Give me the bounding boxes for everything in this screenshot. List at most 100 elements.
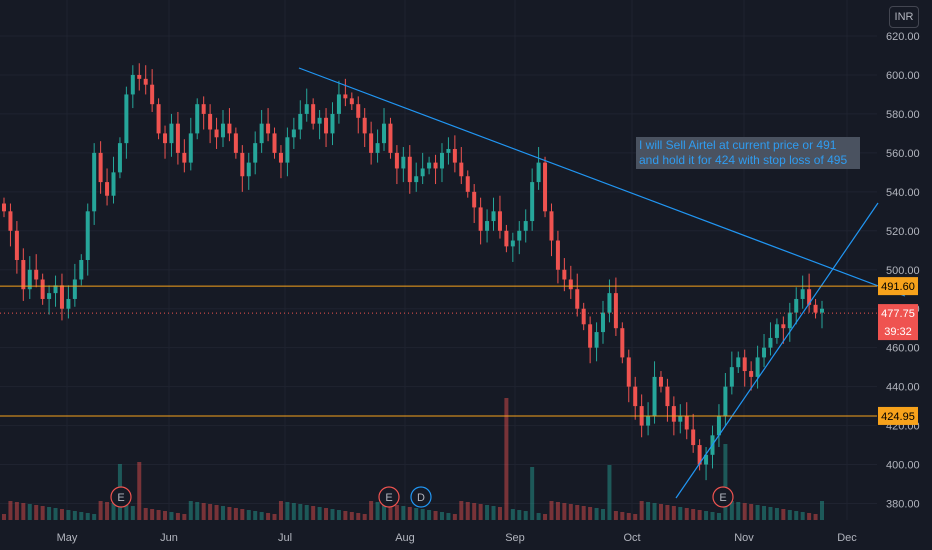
volume-bar bbox=[98, 501, 103, 520]
volume-bar bbox=[175, 513, 180, 520]
candle-body bbox=[762, 347, 767, 358]
event-marker-label: E bbox=[719, 492, 726, 504]
volume-bar bbox=[156, 510, 161, 520]
candle-body bbox=[510, 240, 515, 247]
candle-body bbox=[691, 429, 696, 446]
candle-body bbox=[633, 386, 638, 407]
volume-bar bbox=[433, 511, 438, 520]
event-marker bbox=[410, 486, 432, 508]
volume-bar bbox=[27, 504, 32, 520]
event-marker-label: E bbox=[117, 492, 124, 504]
volume-bar bbox=[336, 510, 341, 520]
candle-body bbox=[646, 415, 651, 426]
candle-body bbox=[150, 84, 155, 105]
volume-bar bbox=[581, 506, 586, 520]
volume-bar bbox=[555, 502, 560, 520]
x-tick-label: Aug bbox=[395, 532, 415, 544]
candle-body bbox=[671, 406, 676, 422]
ascending-trendline bbox=[675, 202, 879, 499]
volume-bar bbox=[259, 512, 264, 520]
volume-bar bbox=[452, 514, 457, 520]
candle-body bbox=[787, 312, 792, 329]
volume-bar bbox=[324, 508, 329, 520]
volume-bar bbox=[736, 502, 741, 520]
candle-body bbox=[85, 211, 90, 261]
candle-body bbox=[253, 143, 258, 163]
volume-bar bbox=[510, 509, 515, 520]
candle-body bbox=[581, 308, 586, 325]
volume-bar bbox=[291, 503, 296, 520]
y-tick-label: 620.00 bbox=[886, 31, 920, 43]
candle-body bbox=[530, 182, 535, 222]
candle-body bbox=[774, 324, 779, 338]
candle-body bbox=[220, 123, 225, 138]
volume-bar bbox=[111, 503, 116, 520]
volume-bar bbox=[774, 508, 779, 520]
candle-body bbox=[163, 133, 168, 144]
candle-body bbox=[562, 269, 567, 280]
candle-body bbox=[182, 152, 187, 163]
volume-bar bbox=[240, 509, 245, 520]
volume-bar bbox=[188, 501, 193, 520]
currency-label[interactable]: INR bbox=[889, 6, 919, 28]
volume-bar bbox=[568, 504, 573, 520]
candle-body bbox=[504, 230, 509, 247]
candle-body bbox=[233, 133, 238, 153]
volume-bar bbox=[182, 514, 187, 520]
volume-bar bbox=[639, 501, 644, 520]
candle-body bbox=[111, 172, 116, 196]
candle-body bbox=[382, 123, 387, 144]
volume-bar bbox=[749, 504, 754, 520]
candle-body bbox=[485, 221, 490, 231]
volume-bar bbox=[420, 509, 425, 520]
volume-bar bbox=[169, 512, 174, 520]
volume-bar bbox=[2, 514, 6, 520]
y-tick-label: 500.00 bbox=[886, 265, 920, 277]
candle-body bbox=[555, 240, 560, 270]
candle-body bbox=[465, 176, 470, 192]
candle-body bbox=[729, 367, 734, 387]
volume-bar bbox=[459, 501, 464, 520]
volume-bar bbox=[633, 514, 638, 520]
volume-bar bbox=[21, 503, 26, 520]
candle-body bbox=[517, 230, 522, 241]
volume-bar bbox=[220, 506, 225, 520]
volume-bar bbox=[130, 506, 135, 520]
volume-bar bbox=[143, 508, 148, 520]
x-tick-label: Jul bbox=[278, 532, 292, 544]
volume-bar bbox=[278, 501, 283, 520]
volume-bar bbox=[375, 502, 380, 520]
y-tick-label: 460.00 bbox=[886, 343, 920, 355]
candle-body bbox=[79, 260, 84, 280]
candle-body bbox=[452, 148, 457, 163]
volume-bar bbox=[523, 511, 528, 520]
candle-body bbox=[259, 123, 264, 144]
volume-bar bbox=[446, 513, 451, 520]
event-marker-label: E bbox=[385, 492, 392, 504]
volume-bar bbox=[491, 506, 496, 520]
volume-bar bbox=[607, 465, 612, 520]
volume-bar bbox=[658, 504, 663, 520]
volume-bar bbox=[691, 509, 696, 520]
candle-body bbox=[92, 152, 97, 212]
event-marker bbox=[110, 486, 132, 508]
candle-body bbox=[807, 289, 812, 305]
candle-body bbox=[594, 332, 599, 348]
volume-bar bbox=[40, 506, 45, 520]
volume-bar bbox=[549, 501, 554, 520]
y-tick-label: 440.00 bbox=[886, 382, 920, 394]
volume-bar bbox=[272, 514, 277, 520]
volume-bar bbox=[253, 511, 258, 520]
volume-bar bbox=[729, 501, 734, 520]
current-price-label: 477.75 bbox=[881, 308, 915, 320]
candle-body bbox=[227, 123, 232, 134]
volume-bar bbox=[768, 507, 773, 520]
candle-body bbox=[684, 415, 689, 430]
candle-body bbox=[272, 133, 277, 153]
candle-body bbox=[105, 182, 110, 196]
volume-bar bbox=[66, 510, 71, 520]
candle-body bbox=[420, 168, 425, 177]
candle-body bbox=[446, 148, 451, 153]
candle-body bbox=[543, 162, 548, 212]
